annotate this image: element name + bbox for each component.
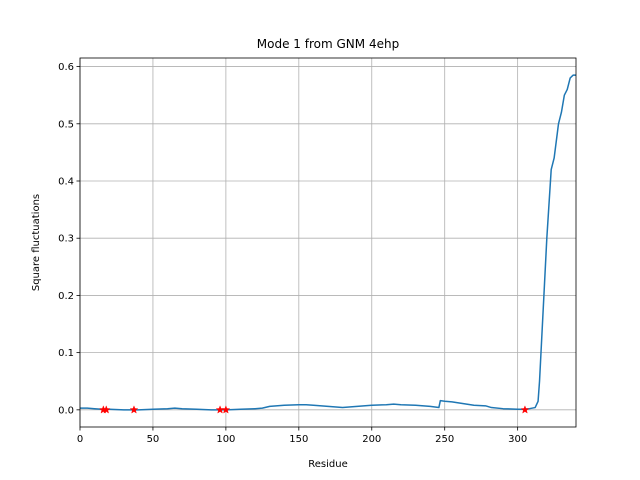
- y-tick-label: 0.0: [58, 405, 74, 416]
- x-axis-label: Residue: [308, 459, 347, 470]
- y-axis: 0.0 0.1 0.2 0.3 0.4 0.5 0.6: [58, 62, 80, 416]
- y-tick-label: 0.5: [58, 119, 74, 130]
- x-tick-label: 0: [77, 434, 83, 445]
- marker-group: [99, 405, 530, 414]
- star-marker: [520, 405, 530, 414]
- x-tick-label: 50: [147, 434, 160, 445]
- y-axis-label: Square fluctuations: [31, 194, 42, 291]
- y-tick-label: 0.6: [58, 62, 74, 73]
- grid: [79, 58, 576, 427]
- series-line: [80, 74, 576, 411]
- plot-frame: [79, 57, 577, 428]
- x-tick-label: 100: [216, 434, 235, 445]
- x-axis: 0 50 100 150 200 250 300: [77, 427, 527, 445]
- x-tick-label: 250: [435, 434, 454, 445]
- y-tick-label: 0.4: [58, 177, 74, 188]
- series-line-group: [80, 74, 576, 411]
- star-marker: [221, 405, 231, 414]
- y-tick-label: 0.2: [58, 291, 74, 302]
- star-marker: [101, 405, 111, 414]
- chart-title: Mode 1 from GNM 4ehp: [257, 37, 399, 51]
- y-tick-label: 0.1: [58, 348, 74, 359]
- y-tick-label: 0.3: [58, 234, 74, 245]
- star-marker: [129, 405, 139, 414]
- x-tick-label: 200: [362, 434, 381, 445]
- x-tick-label: 300: [508, 434, 527, 445]
- x-tick-label: 150: [289, 434, 308, 445]
